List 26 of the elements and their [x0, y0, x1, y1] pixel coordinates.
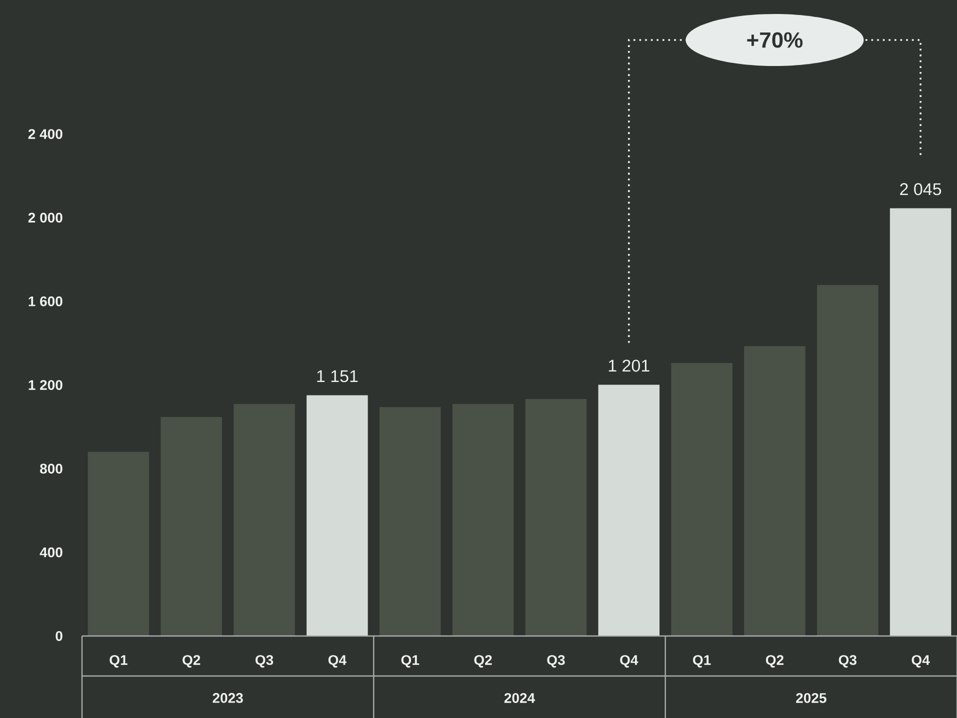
text: 2024	[504, 693, 536, 703]
data-label: 1 151	[317, 370, 358, 382]
y-tick-label: 0	[56, 631, 62, 641]
x-tick-label: Q2	[182, 655, 200, 668]
y-tick-label: 2 000	[28, 212, 62, 223]
y-tick-label: 1 600	[28, 296, 62, 306]
x-tick-label: Q3	[547, 655, 565, 668]
x-tick-label: Q2	[766, 655, 784, 668]
data-label: 1 201	[608, 360, 650, 372]
x-tick-label: Q1	[401, 655, 420, 668]
y-tick-label: 1 200	[28, 380, 62, 390]
x-tick-label: Q1	[110, 655, 128, 668]
text: 2023	[212, 693, 243, 703]
x-tick-label: Q4	[328, 655, 346, 668]
x-tick-label: Q2	[474, 655, 492, 668]
y-tick-label: 400	[40, 547, 62, 558]
x-tick-label: Q3	[838, 655, 856, 668]
text: 2025	[796, 693, 826, 703]
x-tick-label: Q3	[256, 655, 274, 668]
y-tick-label: 800	[40, 464, 62, 474]
data-label: 2 045	[900, 183, 942, 196]
x-tick-label: Q4	[912, 655, 930, 668]
y-tick-label: 2 400	[28, 129, 62, 139]
text: +70%	[747, 32, 803, 48]
x-tick-label: Q4	[620, 655, 638, 668]
x-tick-label: Q1	[693, 655, 711, 668]
